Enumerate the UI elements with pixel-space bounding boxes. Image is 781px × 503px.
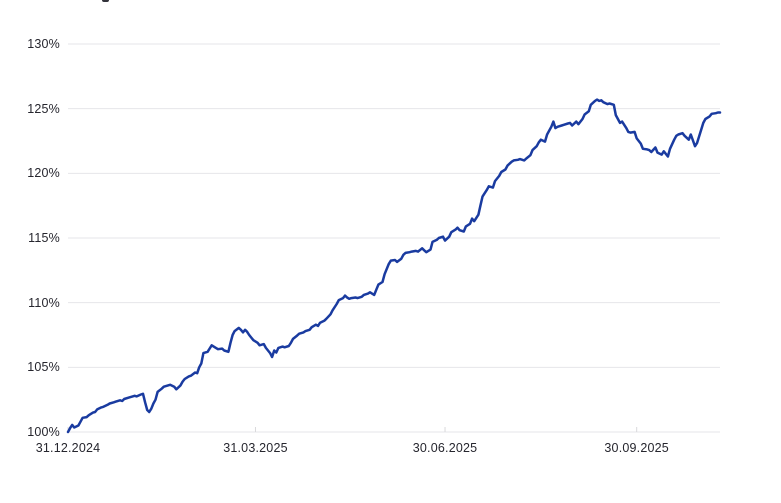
series-line-indexed-performance: [66, 98, 722, 434]
y-tick-label: 120%: [27, 166, 60, 181]
x-tick-label: 31.12.2024: [35, 441, 101, 455]
y-tick-label: 110%: [28, 295, 60, 310]
x-tick-label: 30.06.2025: [412, 441, 478, 455]
y-tick-label: 130%: [27, 37, 60, 51]
y-tick-label: 115%: [28, 231, 60, 245]
y-tick-label: 100%: [27, 425, 60, 439]
clipped-title-fragment: [102, 0, 109, 2]
x-tick-label: 30.09.2025: [604, 441, 669, 455]
y-tick-label: 105%: [27, 360, 60, 375]
x-tick-label: 31.03.2025: [223, 441, 288, 455]
y-tick-label: 125%: [27, 101, 60, 116]
